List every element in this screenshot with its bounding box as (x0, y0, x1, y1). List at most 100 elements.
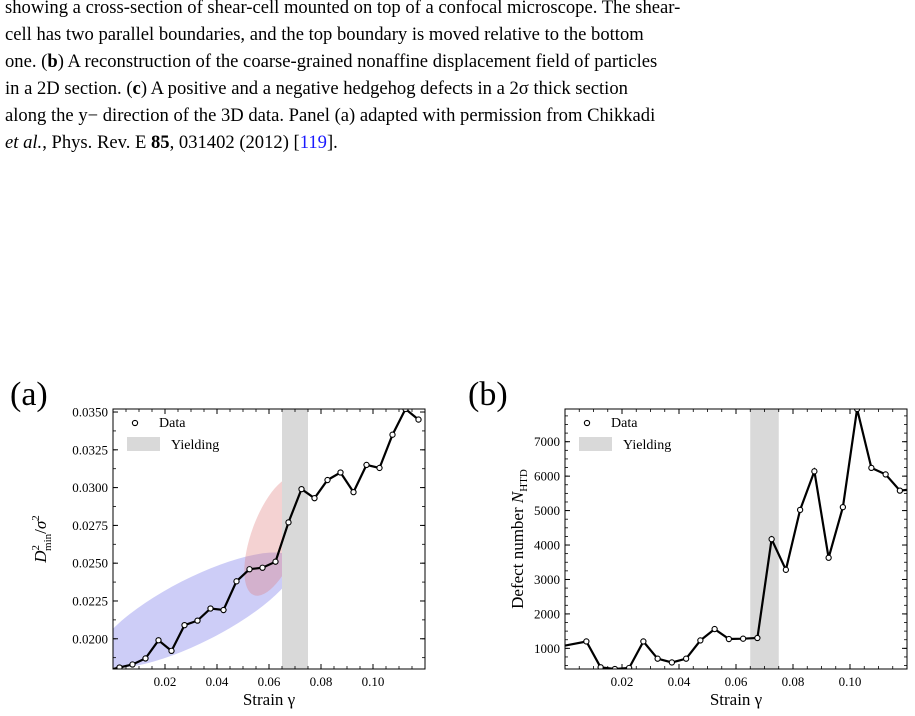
data-point (233, 578, 240, 585)
data-point (272, 558, 279, 565)
legend-data-label: Data (159, 416, 186, 431)
data-point (583, 638, 590, 645)
caption-text: showing a cross-section of shear-cell mo… (5, 0, 681, 18)
citation-link[interactable]: 119 (299, 132, 327, 153)
data-point (363, 461, 370, 469)
data-point (768, 536, 775, 543)
y-tick-label: 4000 (534, 538, 560, 553)
data-point (402, 409, 409, 413)
caption-line: cell has two parallel boundaries, and th… (5, 21, 910, 48)
data-point (220, 606, 227, 614)
plot-frame (564, 408, 908, 670)
legend-yielding-label: Yielding (171, 438, 219, 453)
data-point (711, 625, 718, 633)
y-tick-label: 7000 (534, 434, 560, 449)
x-tick-label: 0.10 (839, 674, 862, 689)
y-tick-label: 6000 (534, 469, 560, 484)
caption-text: , 031402 (2012) [ (169, 132, 300, 153)
data-point (259, 564, 266, 571)
data-point (207, 605, 214, 612)
data-point (625, 664, 633, 669)
data-point (298, 485, 305, 493)
plot-area (113, 409, 422, 669)
x-tick-label: 0.04 (668, 674, 691, 689)
data-line (565, 409, 907, 669)
data-point (697, 637, 704, 644)
data-point (168, 647, 175, 655)
data-point (389, 431, 396, 438)
data-point (811, 468, 818, 475)
data-point (129, 661, 136, 668)
data-point (739, 635, 747, 642)
data-point (853, 409, 861, 413)
data-point (782, 566, 790, 573)
caption-text: b (47, 51, 58, 72)
caption-text: ) A reconstruction of the coarse-grained… (57, 51, 658, 72)
figure-caption: showing a cross-section of shear-cell mo… (5, 0, 910, 156)
y-tick-label: 3000 (534, 572, 560, 587)
caption-line: in a 2D section. (c) A positive and a ne… (5, 75, 910, 102)
y-tick-label: 5000 (534, 503, 560, 518)
y-axis-label: Defect number NHTD (508, 469, 530, 609)
y-tick-label: 2000 (534, 606, 560, 621)
data-point (896, 487, 904, 494)
y-tick-label: 0.0275 (72, 518, 108, 533)
caption-line: one. (b) A reconstruction of the coarse-… (5, 48, 910, 75)
legend-yielding-label: Yielding (623, 438, 671, 453)
x-tick-label: 0.04 (206, 674, 229, 689)
data-point (155, 637, 162, 644)
caption-line: along the y− direction of the 3D data. P… (5, 102, 910, 129)
caption-text: one. ( (5, 51, 48, 72)
data-point (142, 655, 149, 662)
x-tick-label: 0.02 (154, 674, 177, 689)
data-point (350, 488, 357, 496)
data-point (597, 664, 604, 669)
x-tick-label: 0.08 (782, 674, 805, 689)
data-point (415, 416, 422, 423)
data-point (825, 554, 832, 561)
data-point (796, 506, 804, 514)
data-point (116, 664, 123, 669)
data-point (882, 471, 889, 478)
x-tick-label: 0.02 (611, 674, 634, 689)
data-point (194, 617, 201, 624)
y-tick-label: 0.0325 (72, 442, 108, 457)
x-axis-label: Strain γ (710, 690, 763, 709)
data-point (285, 519, 292, 526)
data-point (181, 622, 188, 629)
data-point (868, 464, 875, 472)
data-point (668, 659, 676, 666)
y-tick-label: 0.0350 (72, 405, 108, 420)
yielding-band (282, 409, 308, 669)
data-point (654, 655, 661, 662)
legend-yielding-swatch (127, 437, 160, 451)
caption-text: et al. (5, 132, 43, 153)
panel-label-a: (a) (10, 376, 48, 413)
caption-text: , Phys. Rev. E (42, 132, 151, 153)
caption-line: showing a cross-section of shear-cell mo… (5, 0, 910, 21)
data-point (337, 469, 344, 476)
legend-marker (583, 419, 591, 427)
x-tick-label: 0.06 (725, 674, 748, 689)
data-point (324, 476, 331, 484)
y-tick-label: 0.0250 (72, 556, 108, 571)
highlight-ellipse-blue (113, 552, 296, 668)
caption-text: c (132, 78, 141, 99)
data-point (246, 566, 253, 573)
plot-area (565, 409, 907, 669)
caption-text: along the y− direction of the 3D data. P… (5, 105, 656, 126)
data-point (376, 464, 383, 472)
data-point (311, 495, 318, 502)
caption-text: 85 (151, 132, 170, 153)
data-point (682, 655, 690, 662)
caption-text: cell has two parallel boundaries, and th… (5, 24, 644, 45)
caption-text: ]. (326, 132, 338, 153)
caption-text: in a 2D section. ( (5, 78, 133, 99)
caption-text: ) A positive and a negative hedgehog def… (140, 78, 628, 99)
y-axis-label: D2min/σ2 (30, 515, 54, 564)
x-tick-label: 0.10 (362, 674, 385, 689)
data-point (725, 635, 733, 643)
data-point (640, 638, 647, 645)
